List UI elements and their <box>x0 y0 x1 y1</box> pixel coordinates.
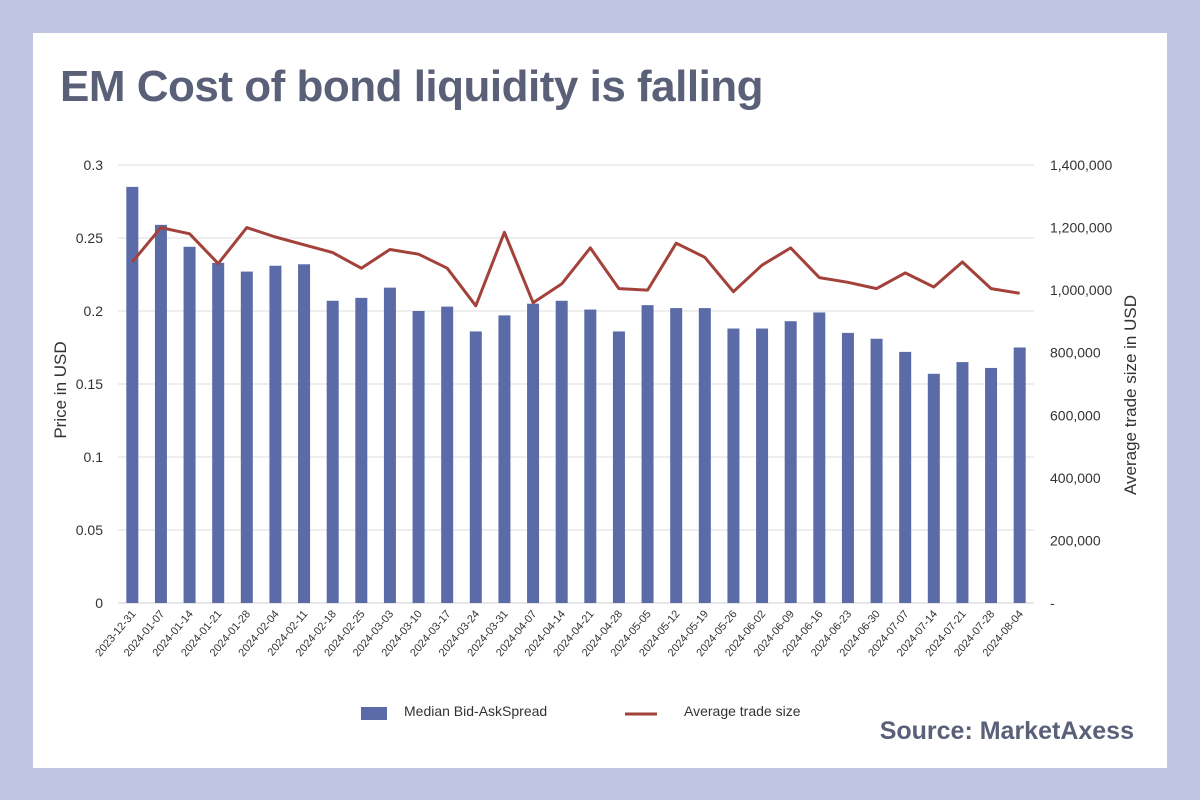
bar <box>326 300 339 603</box>
bar <box>698 308 711 603</box>
bar <box>355 297 368 603</box>
right-tick-label: - <box>1050 595 1055 611</box>
bar <box>813 312 826 603</box>
right-tick-label: 200,000 <box>1050 532 1101 548</box>
bar <box>670 308 683 603</box>
trade-size-line <box>131 226 1020 308</box>
legend-label-bars: Median Bid-AskSpread <box>404 703 548 719</box>
bar <box>756 328 769 603</box>
bar <box>269 265 282 603</box>
right-tick-label: 400,000 <box>1050 470 1101 486</box>
left-tick-label: 0.25 <box>76 230 103 246</box>
bar <box>441 306 454 603</box>
bar <box>956 362 969 603</box>
bar <box>985 367 998 603</box>
left-tick-label: 0.15 <box>76 376 103 392</box>
bar <box>183 246 196 603</box>
chart-title: EM Cost of bond liquidity is falling <box>60 62 764 111</box>
bar <box>1013 347 1026 603</box>
bar <box>612 331 625 603</box>
source-note: Source: MarketAxess <box>879 717 1134 745</box>
right-axis-title: Average trade size in USD <box>1121 295 1140 495</box>
bar <box>927 373 940 603</box>
bar <box>584 309 597 603</box>
bar <box>727 328 740 603</box>
bar <box>298 264 311 603</box>
left-tick-label: 0.2 <box>84 303 104 319</box>
right-tick-label: 1,000,000 <box>1050 282 1112 298</box>
left-tick-label: 0 <box>95 595 103 611</box>
bar <box>212 262 225 603</box>
right-tick-label: 600,000 <box>1050 407 1101 423</box>
bar <box>641 305 654 603</box>
left-tick-label: 0.3 <box>84 157 104 173</box>
bar <box>383 287 396 603</box>
legend-label-line: Average trade size <box>684 703 801 719</box>
bar <box>498 315 511 603</box>
left-axis-title: Price in USD <box>51 341 70 438</box>
bar <box>870 338 883 603</box>
bar <box>240 271 253 603</box>
right-tick-label: 800,000 <box>1050 345 1101 361</box>
bar <box>555 300 568 603</box>
bar <box>154 224 167 604</box>
bar <box>784 321 797 603</box>
bar <box>527 303 540 603</box>
bar <box>469 331 482 603</box>
left-tick-label: 0.1 <box>84 449 104 465</box>
left-tick-label: 0.05 <box>76 522 103 538</box>
bar <box>126 186 139 603</box>
bar <box>841 332 854 603</box>
legend-swatch-bars <box>361 707 387 720</box>
right-tick-label: 1,200,000 <box>1050 220 1112 236</box>
bar <box>412 311 425 603</box>
right-tick-label: 1,400,000 <box>1050 157 1112 173</box>
bar <box>899 351 912 603</box>
